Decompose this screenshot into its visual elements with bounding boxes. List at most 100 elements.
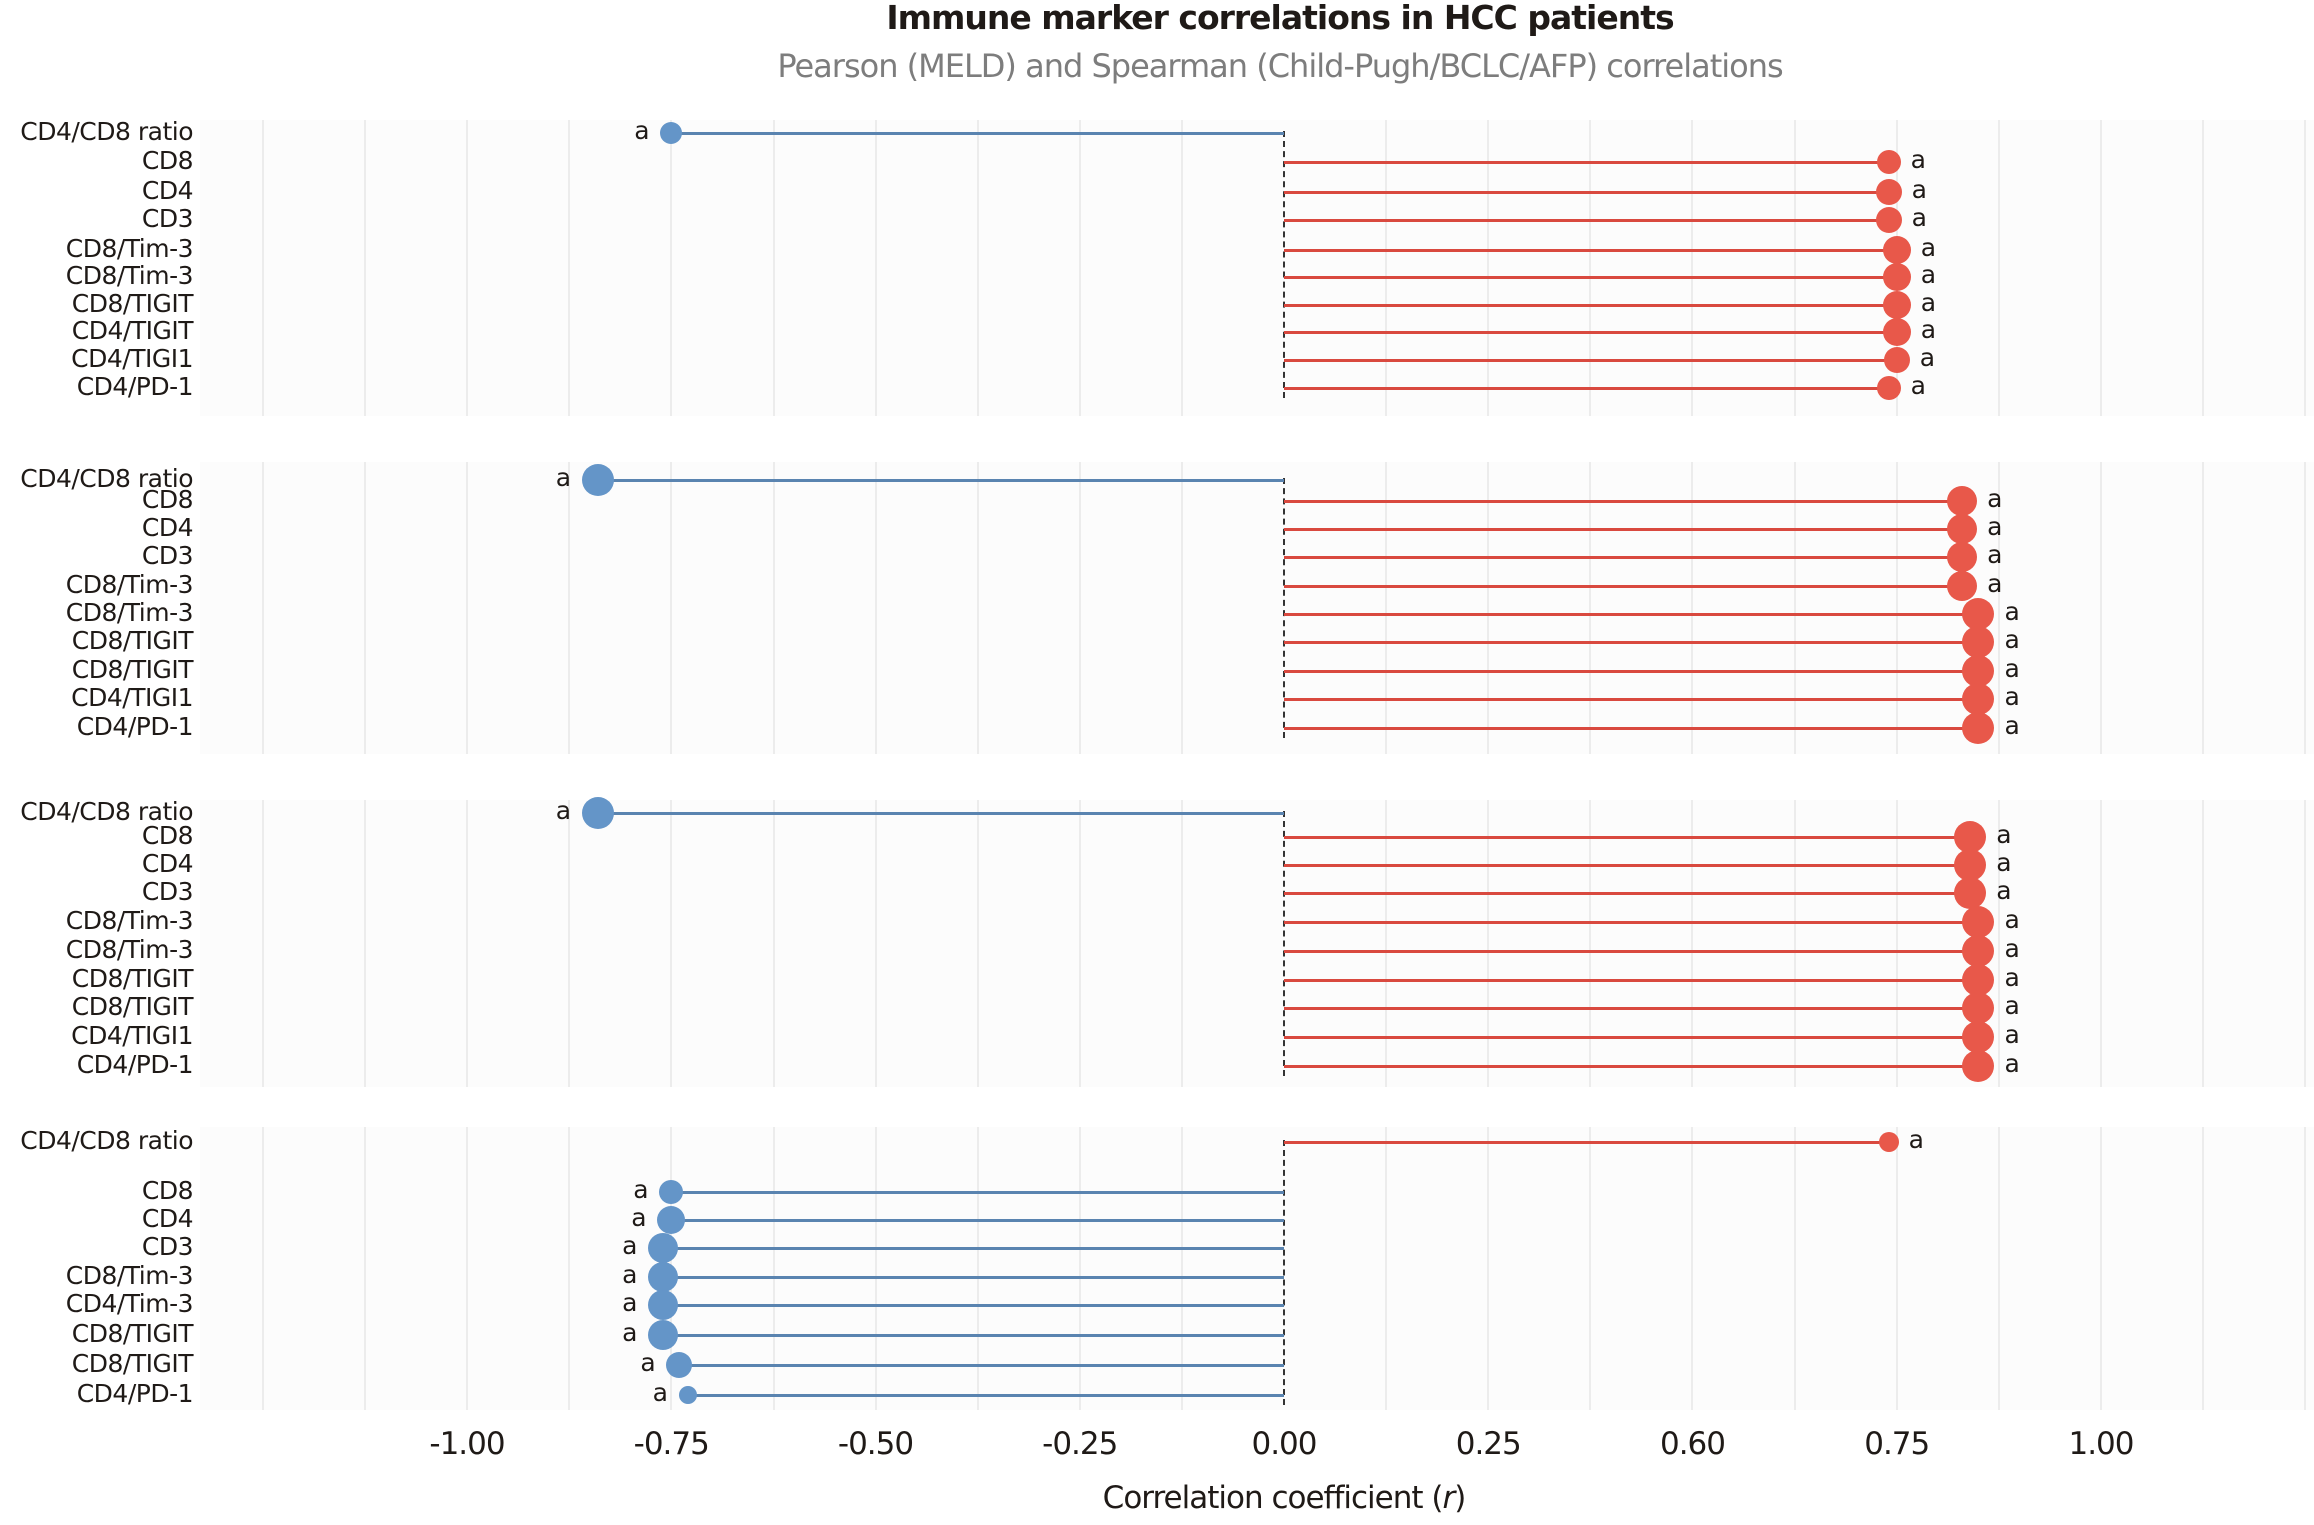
gridline (1691, 120, 1694, 416)
gridline (1589, 1127, 1592, 1410)
gridline (1385, 462, 1388, 754)
row-label: CD4/CD8 ratio (20, 464, 193, 493)
x-tick-label: 0.00 (1251, 1426, 1317, 1462)
row-label: CD8/Tim-3 (65, 570, 194, 599)
gridline (1895, 800, 1898, 1087)
gridline (1180, 120, 1183, 416)
gridline (1589, 120, 1592, 416)
positive-dot (1882, 263, 1911, 291)
negative-dot (678, 1386, 697, 1404)
positive-dot (1962, 683, 1995, 715)
negative-dot (648, 1320, 679, 1350)
positive-dot (1947, 514, 1978, 544)
gridline (1589, 462, 1592, 754)
gridline (2099, 1127, 2102, 1410)
significance-marker: a (1996, 876, 2012, 905)
positive-dot (1962, 712, 1995, 744)
positive-stem (1284, 949, 1979, 953)
gridline (1997, 800, 2000, 1087)
gridline (364, 120, 367, 416)
gridline (2304, 800, 2306, 1087)
positive-stem (1284, 612, 1979, 616)
positive-stem (1284, 1064, 1979, 1068)
significance-marker: a (1910, 371, 1926, 400)
significance-marker: a (2004, 682, 2020, 711)
significance-marker: a (1920, 233, 1937, 262)
gridline (364, 462, 367, 754)
gridline (1997, 120, 2000, 416)
positive-dot (1954, 849, 1987, 881)
significance-marker: a (622, 1288, 638, 1317)
positive-stem (1284, 835, 1971, 839)
significance-marker: a (1987, 512, 2003, 541)
chart-title: Immune marker correlations in HCC patien… (886, 0, 1674, 37)
positive-dot (1962, 1050, 1995, 1082)
gridline (2201, 1127, 2204, 1410)
positive-stem (1284, 697, 1979, 701)
gridline (874, 462, 877, 754)
gridline (2201, 120, 2204, 416)
row-label: CD8 (141, 485, 194, 514)
significance-marker: a (634, 116, 650, 145)
gridline (2304, 462, 2306, 754)
positive-dot (1882, 318, 1911, 346)
x-axis-label: Correlation coefficient (r) (1084, 1480, 1484, 1516)
positive-dot (1876, 376, 1901, 400)
row-label: CD8/Tim-3 (65, 261, 194, 290)
gridline (568, 120, 571, 416)
row-label: CD8/TIGIT (71, 964, 194, 993)
gridline (1078, 1127, 1081, 1410)
positive-dot (1947, 486, 1978, 516)
gridline (466, 1127, 469, 1410)
significance-marker: a (622, 1318, 638, 1347)
positive-dot (1962, 906, 1995, 938)
gridline (568, 800, 571, 1087)
gridline (1691, 462, 1694, 754)
positive-dot (1875, 207, 1902, 233)
row-label: CD4 (141, 849, 194, 878)
positive-stem (1284, 358, 1897, 362)
negative-stem (663, 1246, 1284, 1250)
row-label: CD4 (141, 176, 194, 205)
significance-marker: a (1910, 145, 1926, 174)
x-tick-label: -1.00 (429, 1426, 505, 1462)
significance-marker: a (1920, 288, 1937, 317)
row-label: CD4/CD8 ratio (20, 797, 193, 826)
negative-dot (648, 1262, 679, 1292)
significance-marker: a (1908, 1125, 1924, 1154)
row-label: CD8/Tim-3 (65, 234, 194, 263)
gridline (670, 800, 673, 1087)
gridline (772, 1127, 775, 1410)
row-label: CD4/TIGI1 (71, 1021, 193, 1050)
negative-stem (597, 811, 1284, 815)
negative-stem (671, 1218, 1284, 1222)
row-label: CD8/Tim-3 (65, 935, 194, 964)
panel-background (200, 120, 2314, 416)
significance-marker: a (1919, 343, 1936, 372)
positive-stem (1284, 190, 1889, 194)
gridline (2304, 120, 2306, 416)
gridline (874, 1127, 877, 1410)
positive-dot (1962, 992, 1995, 1024)
positive-stem (1284, 1035, 1979, 1039)
positive-dot (1954, 877, 1987, 909)
gridline (1385, 120, 1388, 416)
x-axis-label-variable: r (1442, 1480, 1455, 1516)
gridline (1895, 1127, 1898, 1410)
row-label: CD3 (141, 1232, 194, 1261)
negative-stem (663, 1303, 1284, 1307)
row-label: CD3 (141, 541, 194, 570)
gridline (2304, 1127, 2306, 1410)
gridline (262, 800, 264, 1087)
row-label: CD4/CD8 ratio (20, 117, 193, 146)
x-tick-label: -0.25 (1042, 1426, 1118, 1462)
positive-stem (1284, 275, 1897, 279)
significance-marker: a (1987, 569, 2003, 598)
positive-stem (1284, 584, 1963, 588)
row-label: CD8/Tim-3 (65, 1261, 194, 1290)
row-label: CD4/CD8 ratio (20, 1126, 193, 1155)
positive-dot (1875, 179, 1902, 205)
negative-stem (663, 1275, 1284, 1279)
positive-stem (1284, 726, 1979, 730)
significance-marker: a (2004, 597, 2020, 626)
